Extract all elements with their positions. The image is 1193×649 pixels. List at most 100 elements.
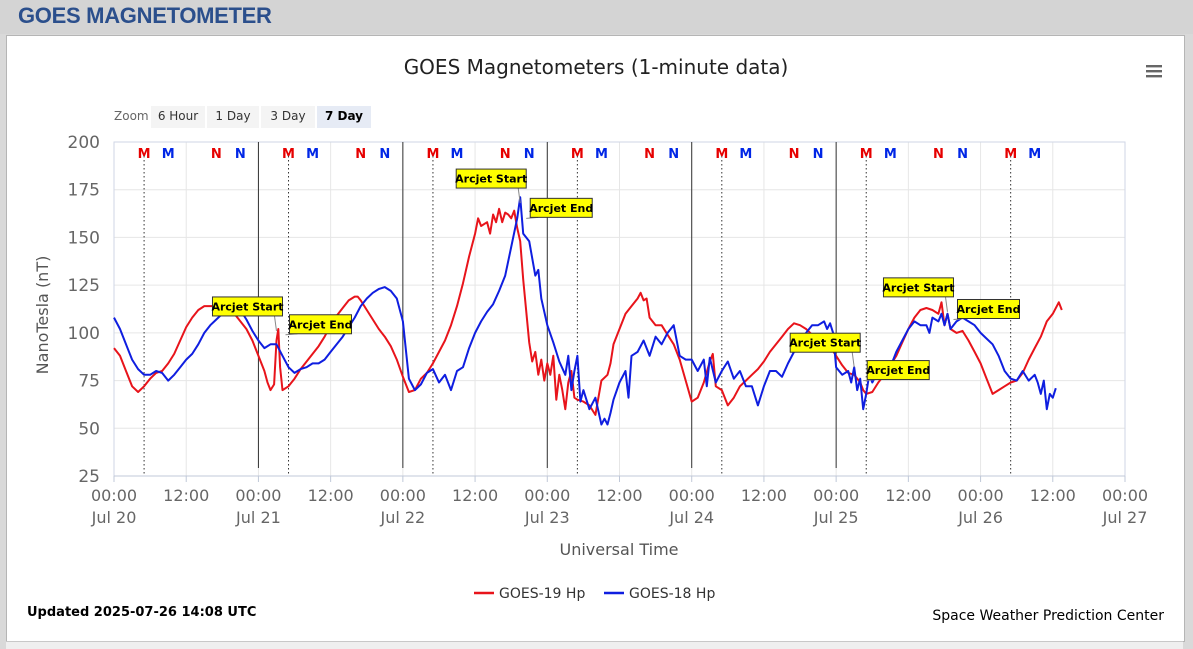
x-tick-date-label: Jul 21 [235, 508, 281, 527]
annotation-label: Arcjet Start [211, 300, 283, 313]
x-tick-time-label: 12:00 [163, 486, 209, 505]
mn-marker-label: M [571, 147, 584, 162]
x-axis-title: Universal Time [559, 540, 678, 559]
zoom-7-day-button[interactable]: 7 Day [317, 106, 371, 128]
mn-marker-label: M [451, 147, 464, 162]
mn-marker-label: N [211, 147, 222, 162]
mn-marker-label: M [860, 147, 873, 162]
x-tick-time-label: 00:00 [235, 486, 281, 505]
chart-title: GOES Magnetometers (1-minute data) [404, 55, 789, 79]
annotation-connector [517, 188, 521, 204]
annotation-box [789, 332, 861, 353]
mn-marker-label: N [355, 147, 366, 162]
page-header: GOES MAGNETOMETER [0, 0, 1193, 34]
annotation-box [529, 197, 593, 218]
zoom-label: Zoom [114, 109, 149, 123]
annotation-box [882, 277, 954, 298]
x-tick-time-label: 00:00 [524, 486, 570, 505]
annotation-box [211, 296, 283, 317]
mn-marker-label: N [235, 147, 246, 162]
legend: GOES-19 Hp GOES-18 Hp [474, 586, 715, 602]
mn-marker-label: N [957, 147, 968, 162]
x-tick-time-label: 00:00 [1102, 486, 1148, 505]
mn-marker-label: M [739, 147, 752, 162]
x-tick-date-label: Jul 26 [957, 508, 1003, 527]
mn-marker-label: M [138, 147, 151, 162]
updated-timestamp: Updated 2025-07-26 14:08 UTC [27, 605, 256, 620]
mn-marker-label: M [1004, 147, 1017, 162]
mn-marker-label: M [282, 147, 295, 162]
annotation-label: Arcjet End [289, 318, 353, 331]
axes: 25 50 75 100 125 150 175 200 00:00 Jul 20 12:00 00:… [68, 133, 1149, 527]
x-tick-date-label: Jul 27 [1102, 508, 1148, 527]
y-tick-label: 150 [68, 228, 100, 248]
mn-marker-label: N [644, 147, 655, 162]
annotation-box [956, 298, 1020, 319]
mn-marker-label: N [500, 147, 511, 162]
zoom-button-label: 6 Hour [158, 109, 198, 123]
mn-marker-label: N [379, 147, 390, 162]
mn-marker-label: M [426, 147, 439, 162]
annotation-label: Arcjet Start [455, 173, 527, 186]
y-tick-label: 100 [68, 324, 100, 344]
x-tick-time-label: 12:00 [885, 486, 931, 505]
x-tick-time-label: 00:00 [91, 486, 137, 505]
goes-18-series-line [113, 196, 1057, 426]
y-axis-title: NanoTesla (nT) [33, 256, 52, 375]
annotation-label: Arcjet End [529, 202, 593, 215]
mn-marker-label: M [715, 147, 728, 162]
mn-marker-label: M [306, 147, 319, 162]
bottom-strip [6, 641, 1183, 649]
annotation-connector [851, 352, 855, 368]
annotation-box [455, 168, 527, 189]
legend-label: GOES-19 Hp [499, 586, 585, 602]
zoom-6-hour-button[interactable]: 6 Hour [151, 106, 205, 128]
magnetometer-chart: GOES Magnetometers (1-minute data) Zoom … [7, 36, 1184, 641]
y-tick-label: 25 [78, 467, 100, 487]
page-title: GOES MAGNETOMETER [18, 3, 272, 28]
y-tick-label: 175 [68, 181, 100, 201]
x-tick-time-label: 12:00 [596, 486, 642, 505]
mn-marker-label: N [789, 147, 800, 162]
y-tick-label: 50 [78, 419, 100, 439]
y-tick-label: 75 [78, 372, 100, 392]
y-tick-label: 200 [68, 133, 100, 153]
annotation-box [289, 314, 353, 335]
mn-marker-label: N [813, 147, 824, 162]
hamburger-menu-icon[interactable] [1145, 62, 1163, 80]
x-tick-date-label: Jul 20 [91, 508, 137, 527]
x-tick-date-label: Jul 23 [524, 508, 570, 527]
annotation-label: Arcjet End [866, 364, 930, 377]
x-tick-date-label: Jul 25 [813, 508, 859, 527]
mn-marker-label: M [595, 147, 608, 162]
legend-item-goes-19[interactable]: GOES-19 Hp [474, 586, 585, 602]
zoom-bar: Zoom 6 Hour 1 Day 3 Day 7 Day [114, 106, 371, 128]
annotation-box [866, 360, 930, 381]
y-tick-label: 125 [68, 276, 100, 296]
legend-label: GOES-18 Hp [629, 586, 715, 602]
x-tick-date-label: Jul 24 [668, 508, 714, 527]
x-tick-time-label: 00:00 [669, 486, 715, 505]
annotation-connector [944, 296, 948, 312]
x-tick-time-label: 12:00 [1030, 486, 1076, 505]
x-tick-time-label: 00:00 [380, 486, 426, 505]
x-tick-time-label: 12:00 [308, 486, 354, 505]
x-tick-time-label: 12:00 [452, 486, 498, 505]
annotation-label: Arcjet Start [882, 281, 954, 294]
annotation-label: Arcjet End [956, 303, 1020, 316]
x-tick-time-label: 00:00 [813, 486, 859, 505]
legend-item-goes-18[interactable]: GOES-18 Hp [604, 586, 715, 602]
credit-text: Space Weather Prediction Center [932, 608, 1164, 624]
mn-marker-label: M [162, 147, 175, 162]
zoom-button-label: 3 Day [270, 109, 305, 123]
annotation-label: Arcjet Start [789, 337, 861, 350]
x-tick-date-label: Jul 22 [379, 508, 425, 527]
annotation-connector [273, 315, 277, 332]
zoom-1-day-button[interactable]: 1 Day [207, 106, 259, 128]
mn-marker-label: M [1028, 147, 1041, 162]
mn-marker-label: N [524, 147, 535, 162]
mn-marker-label: M [884, 147, 897, 162]
zoom-3-day-button[interactable]: 3 Day [261, 106, 315, 128]
